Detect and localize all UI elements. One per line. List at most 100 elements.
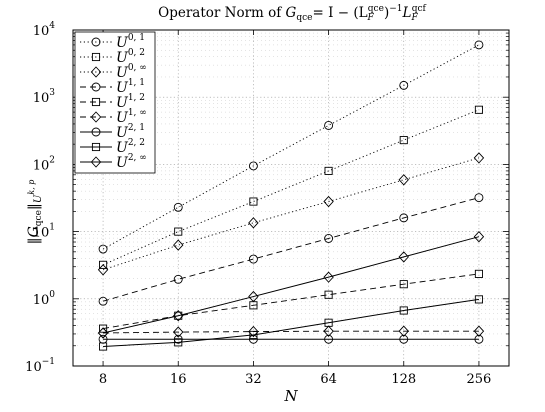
data-point bbox=[474, 193, 484, 203]
data-point bbox=[173, 274, 183, 284]
legend-marker bbox=[91, 142, 101, 152]
legend-label: U1, 1 bbox=[116, 78, 145, 96]
series-line bbox=[102, 197, 480, 302]
x-tick-label: 128 bbox=[391, 372, 416, 387]
data-point bbox=[473, 152, 485, 164]
x-tick-label: 16 bbox=[170, 372, 187, 387]
data-point bbox=[324, 334, 334, 344]
data-point bbox=[248, 217, 259, 229]
data-point bbox=[324, 234, 334, 243]
data-point bbox=[99, 260, 108, 269]
data-point bbox=[474, 40, 484, 50]
legend-marker bbox=[91, 37, 101, 47]
legend-label: U1, ∞ bbox=[116, 108, 147, 126]
data-point bbox=[324, 166, 333, 175]
y-tick-label: 102 bbox=[33, 155, 55, 173]
series-2 bbox=[97, 152, 485, 276]
legend-label: U1, 2 bbox=[116, 93, 145, 111]
data-point bbox=[473, 231, 485, 243]
data-point bbox=[323, 325, 334, 337]
legend-item: U1, 2 bbox=[80, 93, 145, 111]
data-point bbox=[474, 295, 483, 304]
data-point bbox=[474, 105, 483, 114]
data-point bbox=[174, 311, 183, 320]
series-5 bbox=[97, 325, 485, 339]
data-point bbox=[249, 330, 258, 339]
x-tick-label: 64 bbox=[320, 372, 337, 387]
legend-item: U1, 1 bbox=[80, 78, 145, 96]
data-point bbox=[398, 174, 409, 186]
y-tick-label: 100 bbox=[33, 290, 56, 308]
data-point bbox=[248, 290, 259, 303]
legend-item: U2, ∞ bbox=[80, 153, 147, 171]
series-line bbox=[103, 298, 480, 348]
data-point bbox=[398, 325, 409, 337]
x-tick-label: 256 bbox=[467, 372, 492, 387]
legend-label: U2, 1 bbox=[116, 123, 145, 141]
legend-item: U0, 1 bbox=[80, 33, 145, 51]
y-tick-label: 103 bbox=[33, 88, 56, 106]
data-point bbox=[324, 290, 333, 299]
ticks-layer: 8 16 32 64 128 256 10−1 100 101 102 103 104 bbox=[25, 21, 509, 387]
y-tick-label: 104 bbox=[33, 21, 56, 39]
data-point bbox=[173, 310, 184, 322]
y-axis-label: ‖Gqce‖Uk, p bbox=[26, 180, 44, 245]
data-point bbox=[99, 342, 108, 351]
legend-label: U0, 2 bbox=[116, 48, 145, 66]
data-point bbox=[398, 251, 409, 263]
data-point bbox=[173, 326, 184, 338]
legend-marker bbox=[90, 111, 102, 123]
x-tick-label: 8 bbox=[99, 372, 107, 387]
legend-box bbox=[74, 31, 156, 174]
data-point bbox=[248, 254, 258, 264]
legend-marker bbox=[90, 66, 102, 78]
data-point bbox=[474, 334, 484, 344]
legend-label: U0, 1 bbox=[116, 33, 145, 51]
legend-item: U2, 1 bbox=[80, 123, 145, 141]
legend-item: U2, 2 bbox=[80, 138, 145, 156]
legend-label: U0, ∞ bbox=[116, 63, 147, 81]
series-0 bbox=[98, 40, 484, 254]
chart-title: Operator Norm of Gqce= I − (LFqce)−1LFqc… bbox=[158, 4, 426, 23]
series-line bbox=[102, 44, 480, 250]
data-point bbox=[97, 327, 109, 339]
data-point bbox=[399, 136, 408, 145]
legend-marker bbox=[91, 97, 101, 107]
series-4 bbox=[99, 269, 483, 333]
series-line bbox=[103, 330, 479, 334]
plot-frame bbox=[72, 29, 510, 367]
series-layer bbox=[97, 40, 485, 351]
series-line bbox=[102, 236, 480, 334]
legend: U0, 1U0, 2U0, ∞U1, 1U1, 2U1, ∞U2, 1U2, 2… bbox=[74, 31, 156, 174]
data-point bbox=[474, 269, 483, 278]
series-7 bbox=[99, 295, 483, 351]
axes-layer bbox=[72, 29, 510, 367]
series-8 bbox=[97, 231, 485, 339]
series-line bbox=[102, 109, 480, 266]
y-tick-label: 10−1 bbox=[25, 357, 55, 375]
series-line bbox=[102, 273, 479, 330]
data-point bbox=[98, 296, 108, 306]
legend-marker bbox=[90, 156, 102, 168]
legend-item: U1, ∞ bbox=[80, 108, 147, 126]
data-point bbox=[249, 197, 258, 206]
data-point bbox=[174, 338, 183, 347]
data-point bbox=[324, 120, 334, 130]
data-point bbox=[98, 244, 108, 254]
data-point bbox=[248, 325, 259, 338]
legend-marker bbox=[91, 52, 101, 62]
legend-item: U0, ∞ bbox=[80, 63, 147, 81]
data-point bbox=[174, 227, 183, 236]
data-point bbox=[324, 318, 333, 327]
series-line bbox=[102, 157, 480, 271]
data-point bbox=[173, 202, 183, 212]
x-tick-label: 32 bbox=[245, 372, 262, 387]
legend-label: U2, 2 bbox=[116, 138, 145, 156]
data-point bbox=[473, 325, 485, 337]
data-point bbox=[248, 161, 258, 171]
legend-item: U0, 2 bbox=[80, 48, 145, 66]
x-axis-label: N bbox=[283, 387, 298, 405]
data-point bbox=[399, 280, 408, 289]
